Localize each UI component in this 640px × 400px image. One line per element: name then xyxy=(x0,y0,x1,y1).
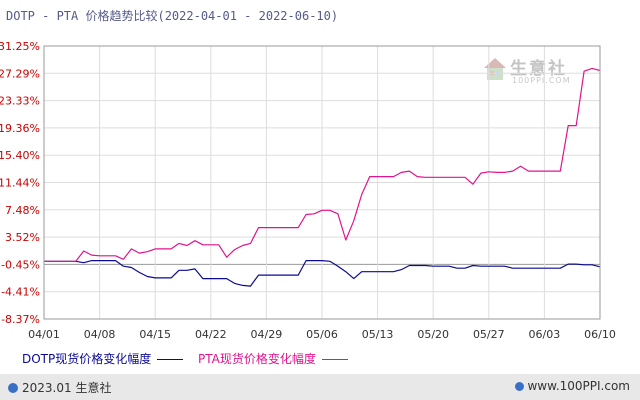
x-tick-label: 06/03 xyxy=(529,328,561,341)
footer-copyright-text: 2023.01 生意社 xyxy=(22,381,112,395)
watermark-url: 100PPI.COM xyxy=(512,76,571,85)
y-tick-label: -4.41% xyxy=(1,286,40,299)
y-tick-label: 19.36% xyxy=(0,122,40,135)
footer-site-link[interactable]: www.100PPI.com xyxy=(515,379,630,393)
legend-label-pta: PTA现货价格变化幅度 xyxy=(198,352,316,366)
dotp-line xyxy=(44,260,601,287)
x-tick-label: 04/08 xyxy=(84,328,116,341)
legend-label-dotp: DOTP现货价格变化幅度 xyxy=(22,352,152,366)
x-tick-label: 04/15 xyxy=(139,328,171,341)
x-tick-label: 05/27 xyxy=(473,328,505,341)
footer-site-text: www.100PPI.com xyxy=(527,379,630,393)
x-axis-tick-labels: 04/01 04/08 04/15 04/22 04/29 05/06 05/13 05/20… xyxy=(28,328,616,341)
watermark-name: 生意社 xyxy=(510,59,567,79)
x-tick-label: 05/13 xyxy=(362,328,394,341)
x-tick-label: 04/22 xyxy=(195,328,227,341)
legend-swatch-pta xyxy=(321,359,348,360)
y-tick-label: 15.40% xyxy=(0,149,40,162)
pta-line xyxy=(44,67,601,262)
grid-lines xyxy=(43,45,601,320)
globe-icon xyxy=(515,382,525,391)
y-tick-label: -0.45% xyxy=(1,258,40,271)
footer-copyright: 2023.01 生意社 xyxy=(8,379,111,396)
globe-icon xyxy=(8,383,18,393)
y-axis-tick-labels: 31.25% 27.29% 23.33% 19.36% 15.40% 11.44% 7.48… xyxy=(0,40,40,326)
x-tick-label: 04/01 xyxy=(28,328,60,341)
x-tick-label: 05/20 xyxy=(417,328,449,341)
y-tick-label: 23.33% xyxy=(0,95,40,108)
chart-title: DOTP - PTA 价格趋势比较(2022-04-01 - 2022-06-1… xyxy=(6,9,339,23)
legend-swatch-dotp xyxy=(157,359,184,360)
y-tick-label: -8.37% xyxy=(1,313,40,326)
y-tick-label: 27.29% xyxy=(0,67,40,80)
footer-bar: 2023.01 生意社 www.100PPI.com xyxy=(0,374,640,400)
y-tick-label: 11.44% xyxy=(0,177,40,190)
legend-item-pta: PTA现货价格变化幅度 xyxy=(198,350,348,367)
y-tick-label: 7.48% xyxy=(5,204,40,217)
x-tick-label: 05/06 xyxy=(306,328,338,341)
y-tick-label: 31.25% xyxy=(0,40,40,53)
x-tick-label: 06/10 xyxy=(584,328,616,341)
plot-frame xyxy=(43,45,601,320)
legend-item-dotp: DOTP现货价格变化幅度 xyxy=(22,350,184,367)
y-tick-label: 3.52% xyxy=(5,231,40,244)
chart-canvas: 31.25% 27.29% 23.33% 19.36% 15.40% 11.44% 7.48… xyxy=(0,40,616,341)
x-tick-label: 04/29 xyxy=(251,328,283,341)
series-lines xyxy=(44,67,601,287)
